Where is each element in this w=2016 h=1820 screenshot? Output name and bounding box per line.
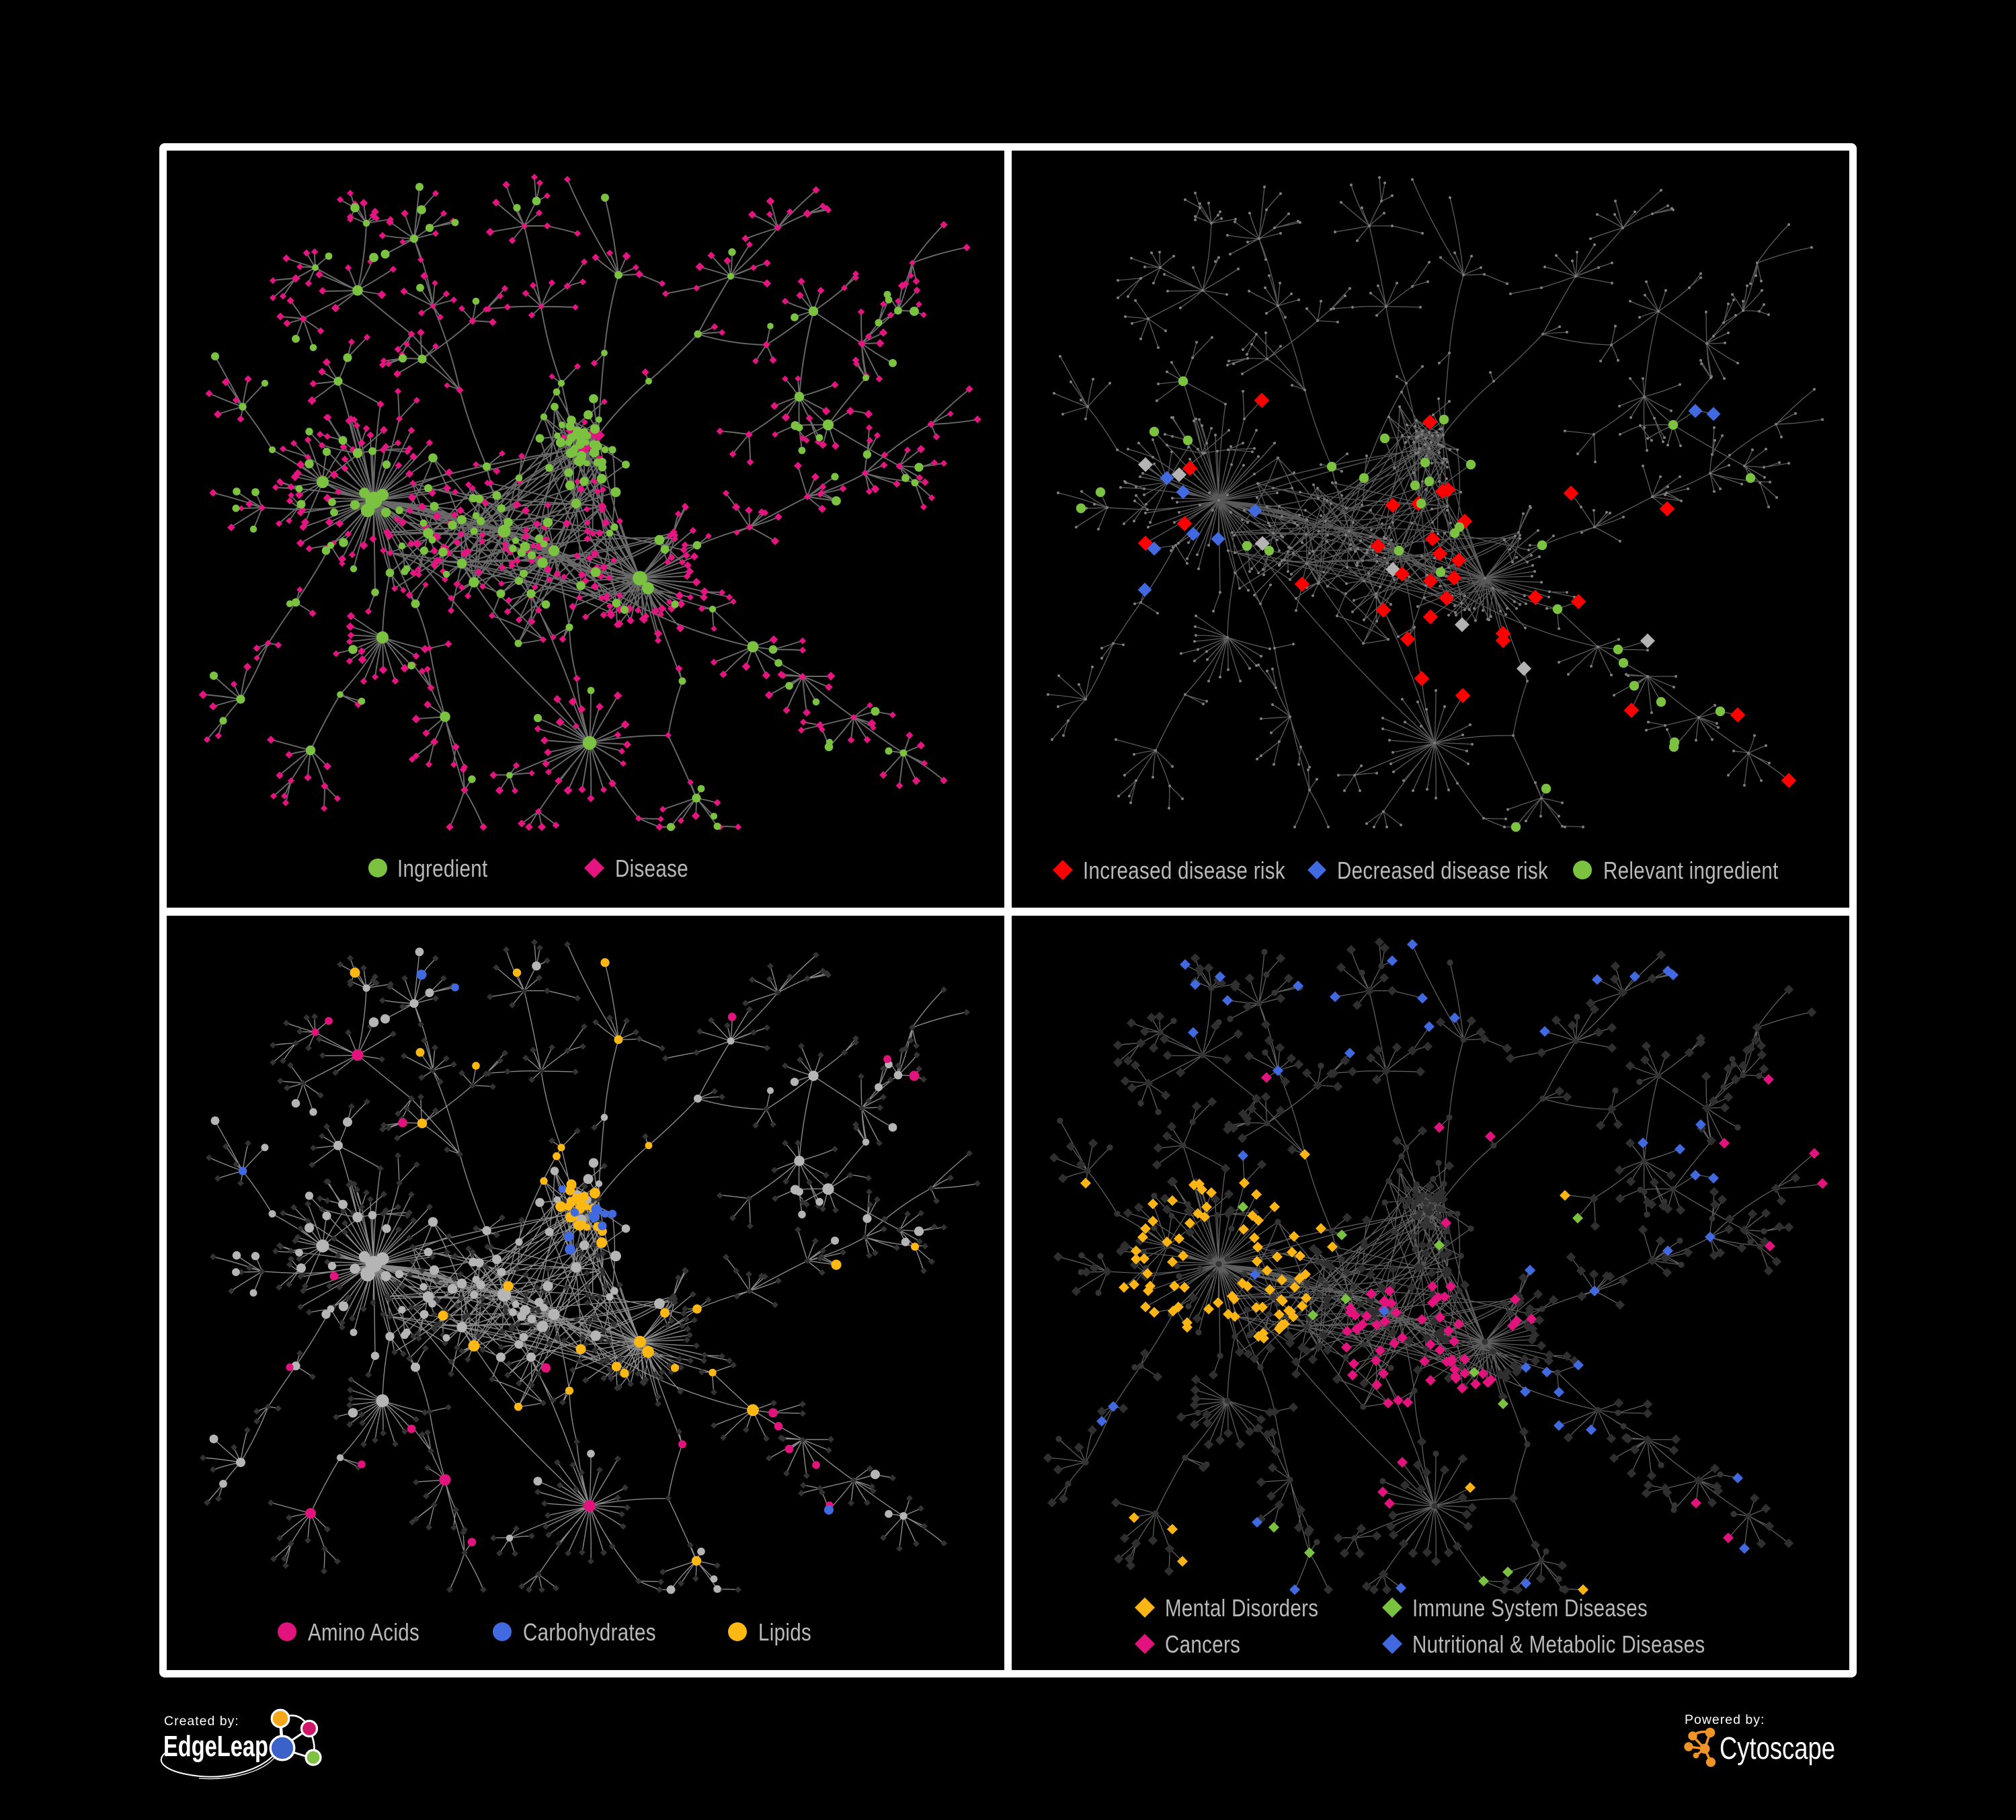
svg-text:Created by:: Created by: xyxy=(164,1714,239,1729)
svg-text:EdgeLeap: EdgeLeap xyxy=(163,1730,268,1763)
svg-text:Cytoscape: Cytoscape xyxy=(1720,1731,1835,1766)
svg-text:Powered by:: Powered by: xyxy=(1685,1712,1765,1727)
